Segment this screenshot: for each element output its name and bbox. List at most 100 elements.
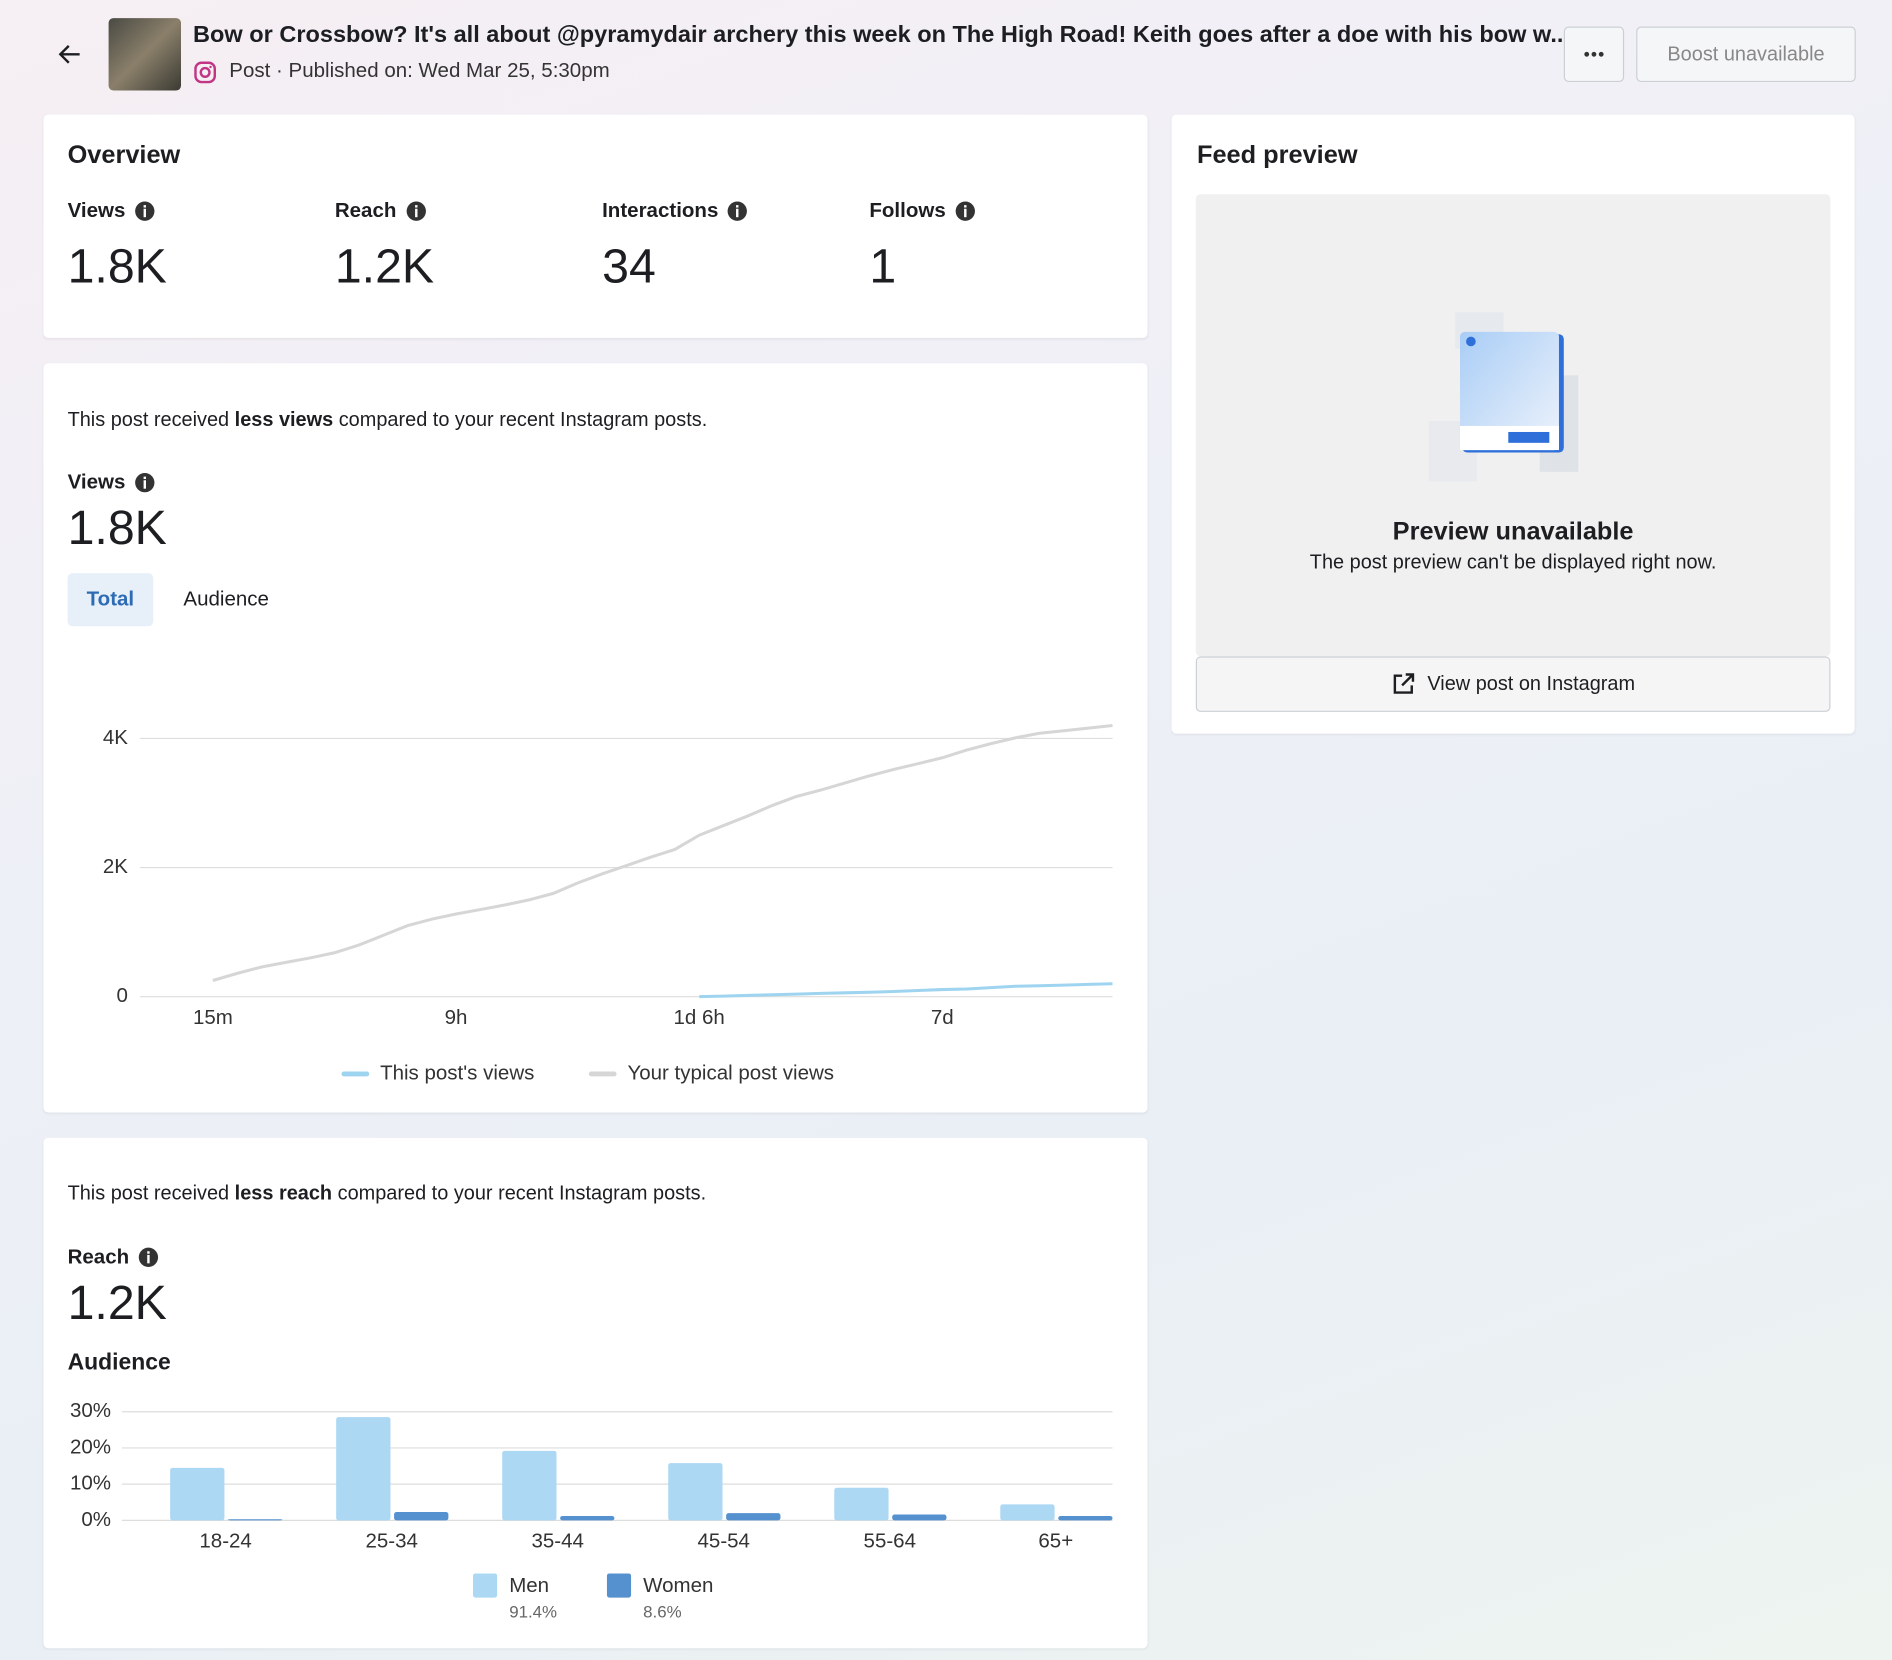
line-series xyxy=(699,982,1113,999)
metric-label-row: Interactions xyxy=(602,199,748,223)
metric-label: Views xyxy=(67,470,126,494)
views-chart: 0 2K 4K 15m 9h 1d 6h 7d This post's views Your t… xyxy=(103,724,1113,1084)
note-text: compared to your recent Instagram posts. xyxy=(332,1182,707,1205)
x-tick-label: 9h xyxy=(445,1006,468,1029)
metric-label-row: Reach xyxy=(335,199,434,223)
overview-card: Overview Views 1.8K Reach 1.2K Interactions 3… xyxy=(43,114,1148,338)
info-icon[interactable] xyxy=(728,201,748,221)
external-link-icon xyxy=(1393,673,1415,694)
info-icon[interactable] xyxy=(135,472,155,493)
audience-title: Audience xyxy=(67,1350,171,1376)
y-tick-label: 10% xyxy=(70,1472,111,1495)
metric-label: Views xyxy=(67,199,126,223)
info-icon[interactable] xyxy=(138,1247,159,1267)
overview-metric: Views 1.8K xyxy=(68,199,167,294)
bar xyxy=(892,1514,947,1521)
post-title: Bow or Crossbow? It's all about @pyramyd… xyxy=(193,21,1570,49)
y-tick-label: 30% xyxy=(70,1399,111,1422)
metric-label: Reach xyxy=(67,1245,130,1269)
info-icon[interactable] xyxy=(406,201,426,221)
note-bold: less views xyxy=(234,409,334,431)
views-note: This post received less views compared t… xyxy=(68,409,708,432)
note-bold: less reach xyxy=(234,1182,333,1205)
post-subtitle: Post · Published on: Wed Mar 25, 5:30pm xyxy=(229,59,610,83)
feed-preview-title: Feed preview xyxy=(1196,141,1358,169)
legend-label: Your typical post views xyxy=(627,1061,834,1084)
reach-note: This post received less reach compared t… xyxy=(68,1182,707,1205)
more-button[interactable] xyxy=(1563,26,1625,83)
metric-label: Reach xyxy=(334,199,397,223)
metric-value: 1 xyxy=(869,240,897,294)
legend-share: 8.6% xyxy=(643,1603,681,1622)
metric-label-row: Views xyxy=(68,471,167,495)
y-tick-label: 20% xyxy=(70,1435,111,1458)
back-button[interactable] xyxy=(56,41,85,68)
legend-swatch xyxy=(472,1573,498,1598)
x-tick-label: 55-64 xyxy=(864,1529,916,1552)
metric-label: Follows xyxy=(869,199,946,223)
x-tick-label: 7d xyxy=(931,1006,954,1029)
note-text: compared to your recent Instagram posts. xyxy=(333,409,708,431)
preview-status-text: The post preview can't be displayed righ… xyxy=(1309,551,1717,574)
overview-metric: Reach 1.2K xyxy=(335,199,434,294)
overview-title: Overview xyxy=(67,141,181,169)
audience-chart: 0% 10% 20% 30% 18-24 25-34 35-44 45-54 55-64 65+ M… xyxy=(70,1399,1113,1622)
x-tick-label: 15m xyxy=(193,1006,233,1029)
note-text: This post received xyxy=(67,409,235,431)
x-tick-label: 35-44 xyxy=(531,1529,583,1552)
metric-value: 1.2K xyxy=(334,240,435,294)
instagram-icon xyxy=(194,61,216,84)
reach-metric: Reach 1.2K xyxy=(68,1245,167,1331)
metric-label: Interactions xyxy=(602,199,719,223)
note-text: This post received xyxy=(67,1182,235,1205)
metric-label-row: Views xyxy=(68,199,167,223)
metric-value: 1.8K xyxy=(67,240,167,294)
metric-value: 1.8K xyxy=(67,501,167,556)
legend-swatch xyxy=(606,1573,632,1598)
x-tick-label: 65+ xyxy=(1038,1529,1073,1552)
bar xyxy=(726,1513,781,1521)
bar xyxy=(560,1516,615,1521)
bar xyxy=(336,1417,391,1521)
x-tick-label: 18-24 xyxy=(199,1529,251,1552)
x-tick-label: 1d 6h xyxy=(674,1006,725,1029)
post-thumbnail[interactable] xyxy=(108,18,181,91)
tab-total[interactable]: Total xyxy=(67,573,154,627)
info-icon[interactable] xyxy=(135,201,155,221)
metric-label-row: Follows xyxy=(869,199,975,223)
bar xyxy=(1000,1504,1055,1521)
bar xyxy=(834,1487,889,1521)
bar xyxy=(228,1519,283,1521)
boost-button[interactable]: Boost unavailable xyxy=(1636,26,1856,83)
metric-value: 34 xyxy=(602,240,656,294)
bar xyxy=(170,1467,225,1521)
legend-label: This post's views xyxy=(380,1061,534,1084)
x-tick-label: 25-34 xyxy=(365,1529,417,1552)
legend-label: Men xyxy=(509,1574,549,1597)
reach-card: This post received less reach compared t… xyxy=(43,1137,1148,1649)
y-tick-label: 0% xyxy=(81,1508,111,1531)
y-tick-label: 0 xyxy=(116,984,127,1007)
bar xyxy=(1058,1516,1113,1521)
overview-metric: Interactions 34 xyxy=(602,199,748,294)
line-series xyxy=(212,724,1113,982)
tab-audience[interactable]: Audience xyxy=(183,587,269,611)
info-icon[interactable] xyxy=(955,201,975,221)
legend-share: 91.4% xyxy=(509,1603,557,1622)
bar xyxy=(394,1512,449,1521)
preview-status-title: Preview unavailable xyxy=(1392,517,1634,546)
y-tick-label: 4K xyxy=(103,726,128,749)
button-label: View post on Instagram xyxy=(1427,672,1636,695)
views-metric: Views 1.8K xyxy=(68,471,167,557)
metric-value: 1.2K xyxy=(67,1276,167,1330)
feed-preview-card: Feed preview Preview unavailable The pos… xyxy=(1171,114,1855,734)
metric-label-row: Reach xyxy=(68,1245,167,1269)
more-icon xyxy=(1584,51,1604,57)
view-on-instagram-button[interactable]: View post on Instagram xyxy=(1195,656,1831,712)
overview-metric: Follows 1 xyxy=(869,199,975,294)
y-tick-label: 2K xyxy=(103,855,128,878)
preview-area: Preview unavailable The post preview can… xyxy=(1195,194,1831,657)
x-tick-label: 45-54 xyxy=(698,1529,750,1552)
preview-illustration xyxy=(1428,312,1579,482)
